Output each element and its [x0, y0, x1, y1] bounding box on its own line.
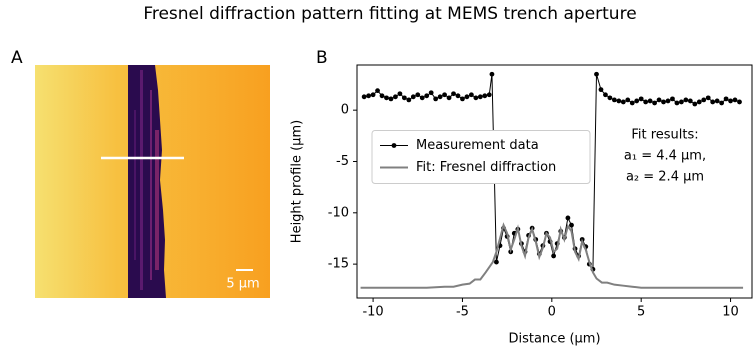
x-axis-label: Distance (μm) [508, 332, 600, 347]
data-point [424, 93, 429, 98]
data-point [639, 96, 644, 101]
data-point [634, 99, 639, 104]
data-point [469, 92, 474, 97]
data-point [478, 94, 483, 99]
data-point [371, 92, 376, 97]
data-point [473, 95, 478, 100]
panel-label: A [11, 48, 23, 68]
data-point [652, 101, 657, 106]
data-point [456, 93, 461, 98]
data-point [599, 87, 604, 92]
legend-marker [392, 143, 397, 148]
data-point [710, 100, 715, 105]
data-point [603, 92, 608, 97]
y-tick-label: 0 [341, 103, 349, 118]
annotation: Fit results: [631, 128, 698, 143]
data-point [688, 99, 693, 104]
data-point [384, 95, 389, 100]
data-point [447, 95, 452, 100]
y-axis-label: Height profile (μm) [290, 120, 305, 243]
panel-label: B [316, 48, 328, 68]
data-point [380, 93, 385, 98]
data-point [402, 95, 407, 100]
data-point [366, 93, 371, 98]
data-point [362, 94, 367, 99]
data-point [490, 72, 495, 77]
data-point [670, 96, 675, 101]
y-tick-label: -5 [336, 154, 349, 169]
data-point [643, 100, 648, 105]
data-point [411, 94, 416, 99]
legend-label: Fit: Fresnel diffraction [416, 160, 556, 175]
data-point [389, 96, 394, 101]
data-point [375, 88, 380, 93]
data-point [415, 92, 420, 97]
data-point [648, 99, 653, 104]
data-point [661, 100, 666, 105]
x-tick-label: -10 [362, 305, 383, 320]
x-tick-label: 5 [637, 305, 645, 320]
data-point [569, 223, 574, 228]
data-point [728, 99, 733, 104]
data-point [429, 90, 434, 95]
data-point [460, 96, 465, 101]
data-point [438, 94, 443, 99]
data-point [594, 72, 599, 77]
data-point [442, 92, 447, 97]
data-point [679, 100, 684, 105]
data-point [612, 97, 617, 102]
y-tick-label: -10 [328, 205, 349, 220]
plot-area: -10 -5 0 5 10 -15 -10 -5 0 Distance (μm) Height pr… [290, 65, 753, 347]
microscope-image [35, 65, 270, 298]
data-point [692, 102, 697, 107]
data-point [625, 97, 630, 102]
data-point [393, 94, 398, 99]
data-point [566, 216, 571, 221]
data-point [482, 93, 487, 98]
legend-label: Measurement data [416, 138, 539, 153]
data-point [420, 95, 425, 100]
scale-bar-label: 5 μm [226, 277, 259, 292]
data-point [737, 100, 742, 105]
data-point [675, 101, 680, 106]
x-tick-label: -5 [456, 305, 469, 320]
data-point [608, 95, 613, 100]
data-point [487, 92, 492, 97]
data-point [715, 99, 720, 104]
annotation: a₁ = 4.4 μm, [624, 149, 706, 164]
y-tick-label: -15 [328, 257, 349, 272]
data-point [465, 94, 470, 99]
data-point [397, 91, 402, 96]
data-point [494, 260, 499, 265]
data-point [683, 97, 688, 102]
annotation: a₂ = 2.4 μm [626, 170, 704, 185]
data-point [719, 101, 724, 106]
data-point [630, 101, 635, 106]
x-tick-label: 0 [548, 305, 556, 320]
data-point [406, 97, 411, 102]
data-point [433, 96, 438, 101]
data-point [701, 97, 706, 102]
data-point [551, 254, 556, 259]
data-point [621, 100, 626, 105]
x-tick-label: 10 [722, 305, 739, 320]
data-point [706, 95, 711, 100]
data-point [657, 97, 662, 102]
figure-title: Fresnel diffraction pattern fitting at M… [143, 4, 636, 24]
data-point [616, 99, 621, 104]
data-point [451, 91, 456, 96]
data-point [724, 96, 729, 101]
data-point [733, 97, 738, 102]
data-point [697, 100, 702, 105]
figure: Fresnel diffraction pattern fitting at M… [0, 0, 753, 354]
data-point [666, 99, 671, 104]
